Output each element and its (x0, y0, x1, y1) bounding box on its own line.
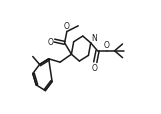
Text: O: O (92, 64, 98, 73)
Text: O: O (47, 37, 53, 46)
Text: O: O (104, 41, 110, 50)
Text: O: O (63, 22, 69, 31)
Text: N: N (91, 34, 97, 43)
